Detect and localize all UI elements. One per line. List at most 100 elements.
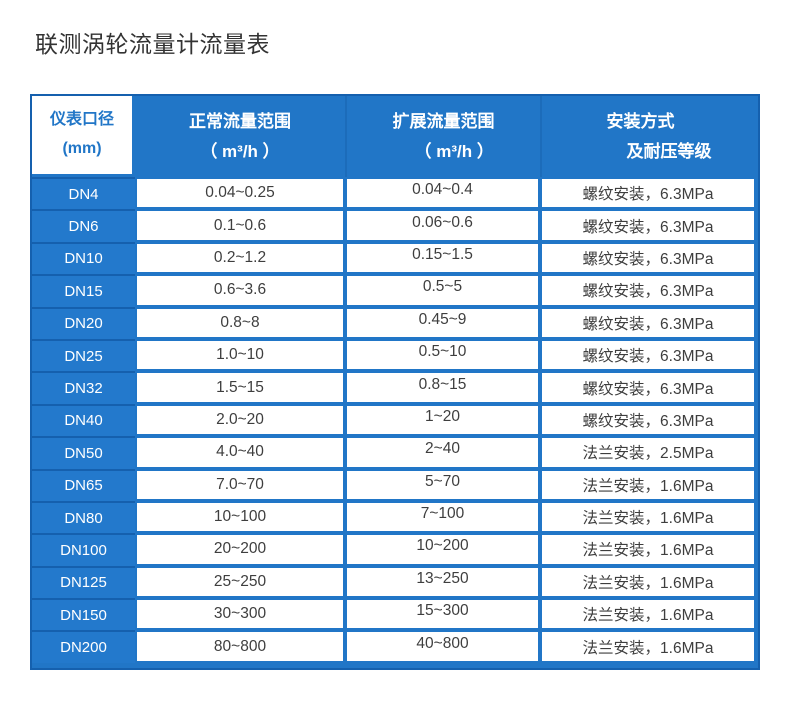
- header-diameter-line2: (mm): [62, 140, 102, 157]
- cell-extended-range: 0.15~1.5: [345, 241, 540, 275]
- header-extended-text: 扩展流量范围 （ m³/h ）: [393, 107, 495, 167]
- cell-dn-label: DN32: [32, 371, 135, 404]
- normal-range-value: 1.5~15: [216, 378, 264, 396]
- cell-installation: 螺纹安装，6.3MPa: [540, 274, 756, 307]
- header-cell-normal-range: 正常流量范围 （ m³/h ）: [135, 96, 345, 177]
- normal-range-value: 2.0~20: [216, 410, 264, 428]
- cell-normal-range: 0.1~0.6: [135, 209, 345, 242]
- extended-range-value: 0.15~1.5: [412, 245, 473, 263]
- cell-extended-range: 5~70: [345, 468, 540, 501]
- cell-extended-range: 40~800: [345, 630, 540, 663]
- cell-normal-range: 0.04~0.25: [135, 177, 345, 210]
- cell-normal-range: 80~800: [135, 630, 345, 663]
- cell-normal-range: 25~250: [135, 565, 345, 599]
- installation-value: 法兰安装，1.6MPa: [582, 477, 714, 495]
- cell-dn-label: DN50: [32, 436, 135, 469]
- cell-installation: 法兰安装，1.6MPa: [540, 533, 756, 566]
- header-installation-line2: 及耐压等级: [626, 141, 712, 161]
- normal-range-value: 25~250: [213, 572, 267, 590]
- cell-dn-label: DN125: [32, 565, 135, 599]
- cell-dn-label: DN4: [32, 177, 135, 210]
- cell-installation: 螺纹安装，6.3MPa: [540, 241, 756, 275]
- cell-dn-label: DN6: [32, 209, 135, 242]
- header-diameter-line1: 仪表口径: [49, 111, 114, 129]
- header-extended-line1: 扩展流量范围: [392, 111, 495, 131]
- cell-extended-range: 15~300: [345, 598, 540, 631]
- installation-value: 螺纹安装，6.3MPa: [582, 348, 714, 366]
- extended-range-value: 0.06~0.6: [412, 213, 473, 231]
- normal-range-value: 0.2~1.2: [213, 248, 267, 266]
- normal-range-value: 0.04~0.25: [205, 184, 275, 202]
- header-extended-line2: （ m³/h ）: [414, 141, 494, 161]
- cell-extended-range: 1~20: [345, 403, 540, 437]
- cell-dn-label: DN150: [32, 598, 135, 631]
- extended-range-value: 7~100: [420, 505, 465, 523]
- cell-installation: 法兰安装，1.6MPa: [540, 468, 756, 501]
- installation-value: 法兰安装，2.5MPa: [582, 445, 714, 463]
- cell-installation: 法兰安装，1.6MPa: [540, 598, 756, 631]
- cell-dn-label: DN100: [32, 533, 135, 566]
- flow-table-grid: 仪表口径 (mm) 正常流量范围 （ m³/h ） 扩展流量范围 （ m³/h …: [32, 96, 758, 663]
- header-installation-text: 安装方式 及耐压等级: [606, 107, 712, 167]
- cell-normal-range: 1.5~15: [135, 371, 345, 404]
- extended-range-value: 13~250: [416, 569, 469, 587]
- cell-installation: 法兰安装，1.6MPa: [540, 630, 756, 663]
- cell-installation: 法兰安装，2.5MPa: [540, 436, 756, 469]
- cell-extended-range: 0.45~9: [345, 306, 540, 339]
- cell-dn-label: DN40: [32, 403, 135, 437]
- cell-dn-label: DN80: [32, 500, 135, 534]
- page-title: 联测涡轮流量计流量表: [35, 31, 270, 57]
- normal-range-value: 7.0~70: [216, 475, 264, 493]
- cell-installation: 螺纹安装，6.3MPa: [540, 403, 756, 437]
- installation-value: 法兰安装，1.6MPa: [582, 542, 714, 560]
- cell-extended-range: 7~100: [345, 500, 540, 534]
- cell-installation: 法兰安装，1.6MPa: [540, 565, 756, 599]
- cell-dn-label: DN25: [32, 338, 135, 372]
- cell-normal-range: 7.0~70: [135, 468, 345, 501]
- cell-normal-range: 1.0~10: [135, 338, 345, 372]
- page: 联测涡轮流量计流量表 仪表口径 (mm) 正常流量范围 （ m³/h ） 扩展流…: [0, 25, 790, 670]
- extended-range-value: 0.5~5: [422, 278, 463, 296]
- cell-extended-range: 0.06~0.6: [345, 209, 540, 242]
- cell-extended-range: 2~40: [345, 436, 540, 469]
- cell-extended-range: 0.04~0.4: [345, 177, 540, 210]
- cell-dn-label: DN200: [32, 630, 135, 663]
- extended-range-value: 1~20: [425, 407, 460, 425]
- cell-extended-range: 10~200: [345, 533, 540, 566]
- cell-normal-range: 30~300: [135, 598, 345, 631]
- cell-installation: 法兰安装，1.6MPa: [540, 500, 756, 534]
- flow-table: 仪表口径 (mm) 正常流量范围 （ m³/h ） 扩展流量范围 （ m³/h …: [30, 94, 760, 670]
- installation-value: 法兰安装，1.6MPa: [582, 510, 714, 528]
- header-installation-line1: 安装方式: [606, 111, 675, 131]
- installation-value: 螺纹安装，6.3MPa: [582, 218, 714, 236]
- cell-extended-range: 0.5~10: [345, 338, 540, 372]
- cell-normal-range: 2.0~20: [135, 403, 345, 437]
- normal-range-value: 0.8~8: [220, 313, 260, 331]
- cell-normal-range: 20~200: [135, 533, 345, 566]
- normal-range-value: 0.1~0.6: [213, 216, 267, 234]
- normal-range-value: 30~300: [213, 605, 267, 623]
- extended-range-value: 5~70: [425, 472, 460, 490]
- cell-installation: 螺纹安装，6.3MPa: [540, 177, 756, 210]
- header-cell-installation: 安装方式 及耐压等级: [540, 96, 756, 177]
- extended-range-value: 0.5~10: [418, 343, 467, 361]
- cell-normal-range: 0.2~1.2: [135, 241, 345, 275]
- installation-value: 法兰安装，1.6MPa: [582, 574, 714, 592]
- cell-dn-label: DN10: [32, 241, 135, 275]
- normal-range-value: 1.0~10: [216, 346, 264, 364]
- cell-normal-range: 0.6~3.6: [135, 274, 345, 307]
- installation-value: 螺纹安装，6.3MPa: [582, 250, 714, 268]
- cell-installation: 螺纹安装，6.3MPa: [540, 306, 756, 339]
- extended-range-value: 0.45~9: [418, 310, 467, 328]
- cell-normal-range: 4.0~40: [135, 436, 345, 469]
- cell-installation: 螺纹安装，6.3MPa: [540, 209, 756, 242]
- cell-installation: 螺纹安装，6.3MPa: [540, 371, 756, 404]
- cell-dn-label: DN65: [32, 468, 135, 501]
- cell-normal-range: 10~100: [135, 500, 345, 534]
- extended-range-value: 15~300: [416, 602, 469, 620]
- extended-range-value: 2~40: [425, 440, 460, 458]
- header-normal-line2: （ m³/h ）: [200, 141, 280, 161]
- installation-value: 螺纹安装，6.3MPa: [582, 380, 714, 398]
- cell-dn-label: DN15: [32, 274, 135, 307]
- extended-range-value: 0.8~15: [418, 375, 467, 393]
